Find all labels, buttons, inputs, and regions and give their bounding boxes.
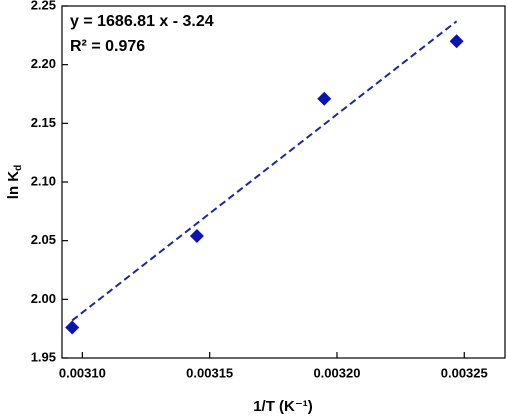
x-tick-label: 0.00315 xyxy=(186,365,233,380)
y-tick-label: 2.20 xyxy=(31,56,56,71)
fit-line xyxy=(71,20,458,322)
y-tick-label: 2.05 xyxy=(31,232,56,247)
data-point xyxy=(317,91,332,106)
y-axis-title-sub: d xyxy=(13,165,24,171)
plot-frame xyxy=(61,5,506,359)
y-tick-label: 2.10 xyxy=(31,173,56,188)
data-point xyxy=(449,34,464,49)
data-point xyxy=(65,320,80,335)
y-axis-title-main: ln K xyxy=(5,171,22,199)
y-tick-label: 1.95 xyxy=(31,349,56,364)
x-tick-label: 0.00310 xyxy=(59,365,106,380)
x-tick-label: 0.00320 xyxy=(313,365,360,380)
y-tick-label: 2.15 xyxy=(31,115,56,130)
data-point xyxy=(189,228,204,243)
x-axis-title: 1/T (K⁻¹) xyxy=(253,398,313,415)
fit-equation: y = 1686.81 x - 3.24 xyxy=(70,13,214,30)
r-squared: R² = 0.976 xyxy=(70,38,145,55)
y-tick-label: 2.25 xyxy=(31,0,56,12)
y-axis-title: ln Kd xyxy=(5,165,24,199)
x-tick-label: 0.00325 xyxy=(441,365,488,380)
y-tick-label: 2.00 xyxy=(31,291,56,306)
